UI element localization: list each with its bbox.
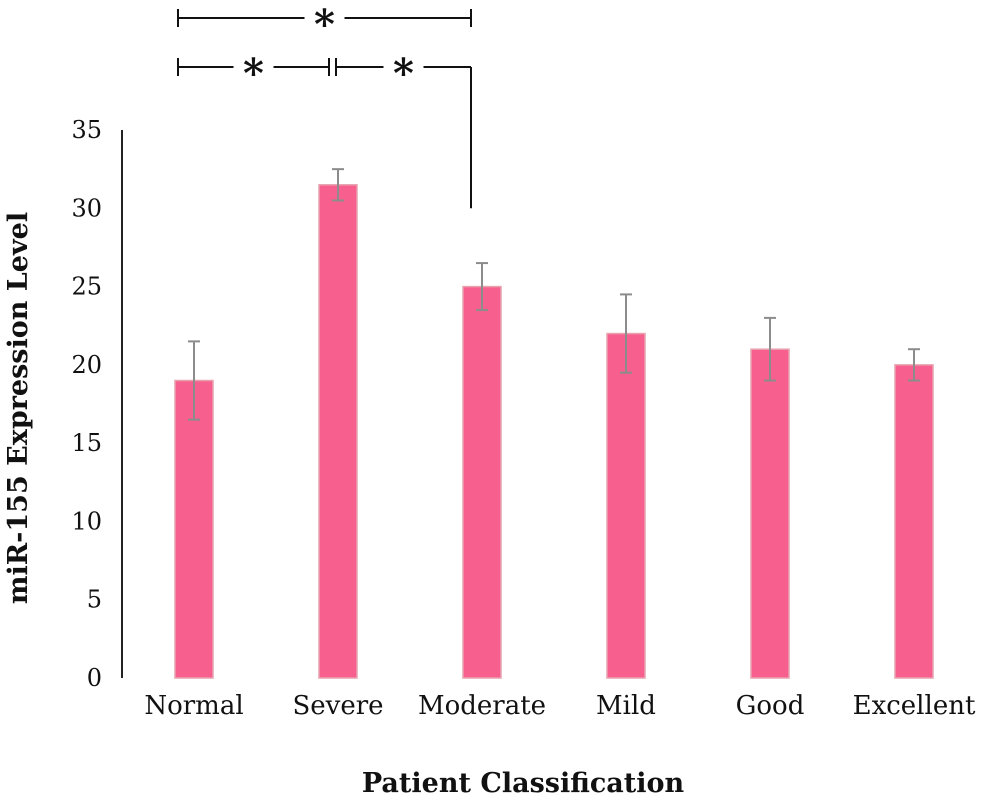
error-bar-mild bbox=[620, 293, 632, 374]
error-bar-good bbox=[764, 316, 776, 382]
error-bar-normal bbox=[188, 340, 200, 421]
bars bbox=[174, 184, 934, 679]
y-tick-label: 35 bbox=[71, 116, 102, 144]
x-tick-label-mild: Mild bbox=[596, 691, 656, 721]
bar-normal bbox=[174, 379, 214, 679]
error-bar-moderate bbox=[476, 262, 488, 312]
bar-severe bbox=[318, 184, 358, 679]
x-tick-label-good: Good bbox=[736, 691, 805, 721]
bar-mild bbox=[606, 332, 646, 679]
y-tick-label: 25 bbox=[71, 273, 102, 301]
bar-moderate bbox=[462, 285, 502, 679]
x-tick-label-normal: Normal bbox=[144, 691, 243, 721]
x-tick-labels: Normal Severe Moderate Mild Good Excellent bbox=[144, 691, 976, 721]
significance-star: * bbox=[393, 50, 414, 97]
x-tick-label-moderate: Moderate bbox=[418, 691, 546, 721]
y-tick-label: 30 bbox=[71, 194, 102, 222]
y-tick-label: 15 bbox=[71, 429, 102, 457]
y-tick-label: 20 bbox=[71, 351, 102, 379]
x-tick-label-excellent: Excellent bbox=[853, 691, 976, 721]
error-bar-excellent bbox=[908, 348, 920, 382]
y-tick-label: 10 bbox=[71, 507, 102, 535]
y-tick-labels: 0 5 10 15 20 25 30 35 bbox=[71, 116, 102, 692]
significance-severe-moderate bbox=[335, 58, 472, 209]
significance-normal-severe bbox=[177, 58, 330, 76]
x-tick-label-severe: Severe bbox=[292, 691, 383, 721]
x-axis-title: Patient Classification bbox=[362, 768, 685, 799]
significance-star: * bbox=[243, 50, 264, 97]
bar-excellent bbox=[894, 364, 934, 679]
error-bars bbox=[188, 168, 920, 421]
y-tick-label: 5 bbox=[87, 586, 102, 614]
y-axis-title: miR-155 Expression Level bbox=[3, 212, 34, 604]
significance-brackets: * * * bbox=[177, 1, 472, 209]
significance-normal-moderate bbox=[177, 9, 472, 27]
significance-star: * bbox=[314, 1, 335, 48]
y-tick-label: 0 bbox=[87, 664, 102, 692]
bar-good bbox=[750, 348, 790, 679]
error-bar-severe bbox=[332, 168, 344, 202]
